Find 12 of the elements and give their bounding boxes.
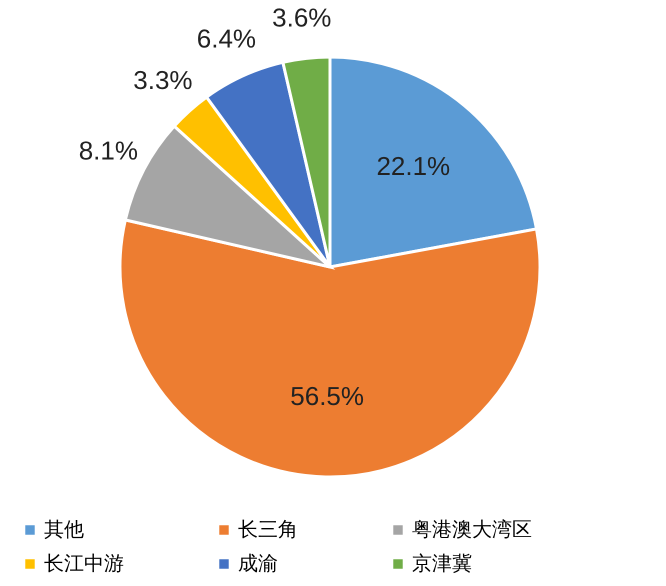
data-label: 3.3% [133,65,193,96]
data-label: 3.6% [272,2,332,33]
data-label: 8.1% [78,135,138,166]
legend-label: 长三角 [238,519,298,541]
legend-label: 粤港澳大湾区 [412,519,532,541]
legend-label: 成渝 [238,553,278,575]
legend-label: 其他 [44,519,84,541]
legend-label: 京津冀 [412,553,472,575]
data-label: 56.5% [290,381,364,412]
data-label: 6.4% [196,23,256,54]
data-label: 22.1% [376,150,450,181]
legend-label: 长江中游 [44,553,124,575]
